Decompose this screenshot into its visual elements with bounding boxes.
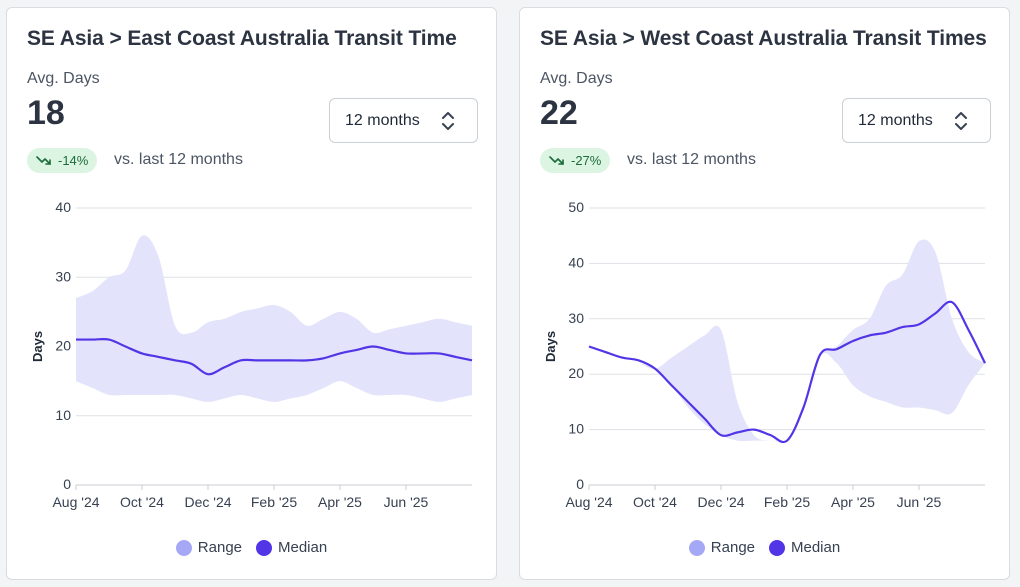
median-line — [588, 300, 986, 444]
y-tick-label: 10 — [568, 421, 584, 437]
range-swatch — [175, 539, 192, 556]
legend-label: Range — [710, 539, 755, 556]
transit-time-chart: 0 10 20 30 40 50 Days Aug '24 Oct '24 Dec '24 Feb … — [543, 199, 986, 510]
y-axis-title: Days — [543, 331, 558, 362]
period-select-value: 12 months — [345, 112, 420, 129]
y-axis-title: Days — [30, 331, 45, 362]
median-line — [76, 337, 473, 376]
period-select[interactable]: 12 months — [842, 98, 991, 143]
y-tick-label: 40 — [55, 199, 71, 215]
transit-card-east-coast: SE Asia > East Coast Australia Transit T… — [6, 7, 497, 580]
change-value: -14% — [58, 153, 89, 168]
transit-time-chart: 0 10 20 30 40 Days Aug '24 Oct '24 Dec '24 Feb '2… — [30, 199, 473, 510]
y-tick-label: 20 — [55, 338, 71, 354]
card-title: SE Asia > East Coast Australia Transit T… — [27, 27, 457, 50]
x-tick-label: Feb '25 — [251, 494, 297, 510]
chart-legend: Range Median — [520, 539, 1009, 556]
change-badge: -14% — [27, 148, 98, 173]
x-tick-label: Aug '24 — [52, 494, 99, 510]
legend-label: Median — [791, 539, 841, 556]
metric-value: 22 — [540, 94, 578, 132]
legend-item-median[interactable]: Median — [256, 539, 327, 556]
y-tick-label: 20 — [568, 365, 584, 381]
y-tick-label: 0 — [576, 476, 584, 492]
x-tick-label: Feb '25 — [764, 494, 810, 510]
chevron-up-down-icon — [442, 112, 454, 130]
y-tick-label: 50 — [568, 199, 584, 215]
x-tick-label: Apr '25 — [318, 494, 362, 510]
trend-down-icon — [549, 155, 564, 165]
chart-legend: Range Median — [7, 539, 496, 556]
y-tick-label: 40 — [568, 254, 584, 270]
compare-text: vs. last 12 months — [114, 151, 243, 168]
compare-text: vs. last 12 months — [627, 151, 756, 168]
median-swatch — [256, 539, 272, 556]
y-tick-label: 30 — [568, 310, 584, 326]
legend-label: Median — [278, 539, 328, 556]
range-swatch — [688, 539, 705, 556]
x-tick-label: Dec '24 — [184, 494, 231, 510]
x-tick-label: Jun '25 — [897, 494, 942, 510]
card-title: SE Asia > West Coast Australia Transit T… — [540, 27, 987, 50]
y-tick-label: 10 — [55, 407, 71, 423]
metric-label: Avg. Days — [540, 70, 613, 87]
legend-label: Range — [197, 539, 242, 556]
metric-value: 18 — [27, 94, 65, 132]
trend-down-icon — [36, 155, 51, 165]
x-tick-label: Aug '24 — [565, 494, 612, 510]
median-swatch — [769, 539, 785, 556]
legend-item-range[interactable]: Range — [688, 539, 755, 556]
legend-item-range[interactable]: Range — [175, 539, 242, 556]
x-tick-label: Apr '25 — [831, 494, 875, 510]
x-tick-label: Jun '25 — [384, 494, 429, 510]
period-select-value: 12 months — [858, 112, 933, 129]
period-select[interactable]: 12 months — [329, 98, 478, 143]
change-value: -27% — [571, 153, 602, 168]
x-tick-label: Dec '24 — [697, 494, 744, 510]
range-band — [589, 239, 985, 442]
x-tick-label: Oct '24 — [633, 494, 677, 510]
metric-label: Avg. Days — [27, 70, 100, 87]
transit-card-west-coast: SE Asia > West Coast Australia Transit T… — [519, 7, 1010, 580]
range-band — [76, 235, 472, 402]
y-tick-label: 0 — [63, 476, 71, 492]
x-tick-label: Oct '24 — [120, 494, 164, 510]
chevron-up-down-icon — [955, 112, 967, 130]
change-badge: -27% — [540, 148, 611, 173]
y-tick-label: 30 — [55, 268, 71, 284]
legend-item-median[interactable]: Median — [769, 539, 840, 556]
